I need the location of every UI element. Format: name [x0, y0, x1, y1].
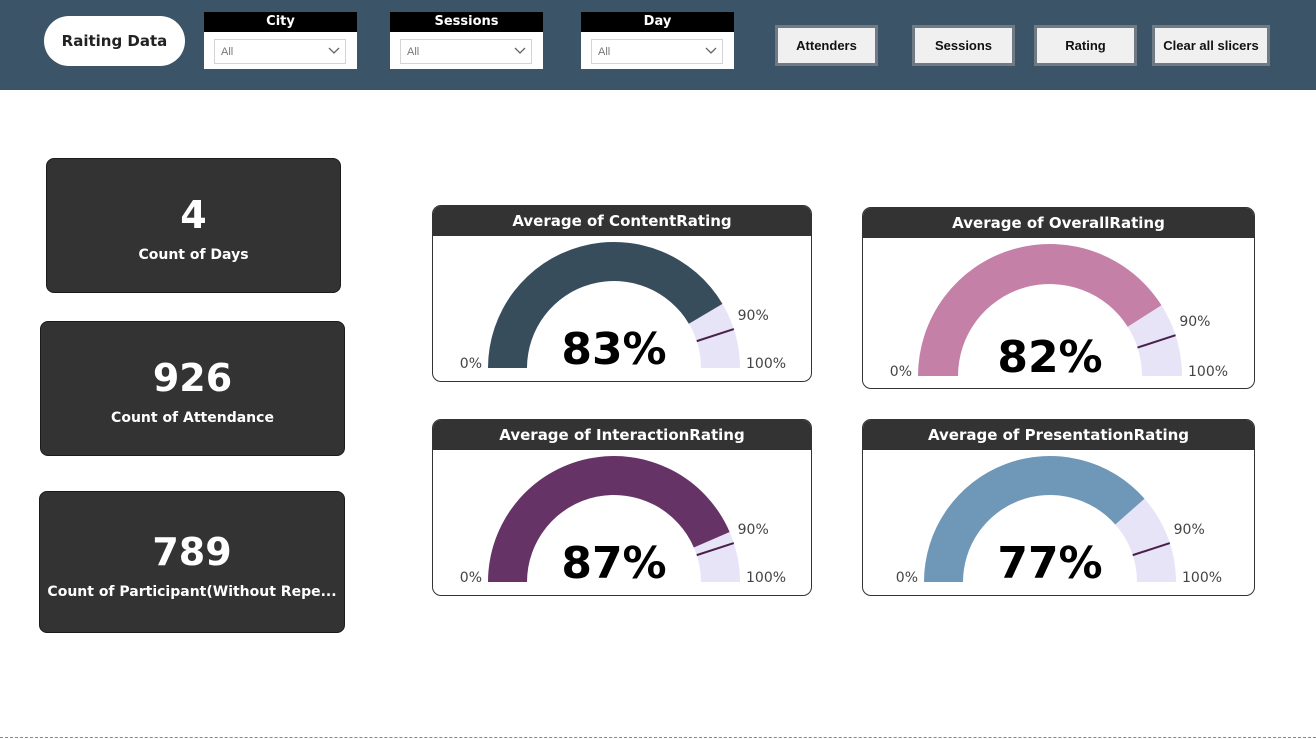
- gauge-target-line: [696, 328, 735, 343]
- gauge-min-label: 0%: [890, 364, 912, 380]
- kpi-label: Count of Days: [138, 247, 249, 263]
- gauge-interaction-rating: Average of InteractionRating 87% 0% 100% 90…: [432, 419, 812, 596]
- sessions-dropdown[interactable]: All: [400, 39, 532, 64]
- gauge-value-label: 87%: [561, 538, 666, 589]
- day-dropdown-value: All: [598, 46, 611, 58]
- day-dropdown[interactable]: All: [591, 39, 723, 64]
- gauge-target-line: [1137, 334, 1176, 349]
- city-dropdown-value: All: [221, 46, 234, 58]
- clear-all-slicers-button[interactable]: Clear all slicers: [1152, 25, 1270, 66]
- gauge-value-arc: [488, 241, 723, 368]
- kpi-value: 4: [180, 193, 207, 237]
- gauge-overall-rating: Average of OverallRating 82% 0% 100% 90%: [862, 207, 1255, 389]
- gauge-value-label: 82%: [997, 332, 1102, 383]
- gauge-value-label: 77%: [997, 538, 1102, 589]
- gauge-min-label: 0%: [460, 570, 482, 586]
- kpi-card-participants: 789 Count of Participant(Without Repe...: [39, 491, 345, 633]
- gauge-min-label: 0%: [460, 356, 482, 372]
- gauge-title: Average of OverallRating: [863, 208, 1254, 238]
- kpi-label: Count of Participant(Without Repe...: [47, 584, 337, 600]
- kpi-label: Count of Attendance: [111, 410, 274, 426]
- gauge-content-rating: Average of ContentRating 83% 0% 100% 90%: [432, 205, 812, 382]
- gauge-target-label: 90%: [1179, 314, 1210, 330]
- gauge-value-arc: [918, 244, 1162, 376]
- gauge-value-label: 83%: [561, 324, 666, 375]
- day-slicer: Day All: [581, 12, 734, 69]
- city-dropdown[interactable]: All: [214, 39, 346, 64]
- gauge-title: Average of InteractionRating: [433, 420, 811, 450]
- gauge-max-label: 100%: [746, 356, 786, 372]
- attenders-button[interactable]: Attenders: [775, 25, 878, 66]
- kpi-value: 789: [152, 530, 232, 574]
- kpi-card-attendance: 926 Count of Attendance: [40, 321, 345, 456]
- sessions-button[interactable]: Sessions: [912, 25, 1015, 66]
- gauge-target-label: 90%: [738, 308, 769, 324]
- gauge-target-line: [696, 542, 735, 557]
- kpi-card-days: 4 Count of Days: [46, 158, 341, 293]
- gauge-max-label: 100%: [1188, 364, 1228, 380]
- gauge-max-label: 100%: [746, 570, 786, 586]
- sessions-dropdown-value: All: [407, 46, 420, 58]
- gauge-value-arc: [488, 455, 730, 582]
- top-header-bar: Raiting Data City All Sessions All Day A…: [0, 0, 1316, 90]
- city-slicer-label: City: [204, 12, 357, 32]
- sessions-slicer: Sessions All: [390, 12, 543, 69]
- chevron-down-icon: [514, 47, 526, 54]
- chevron-down-icon: [328, 47, 340, 54]
- chevron-down-icon: [705, 47, 717, 54]
- kpi-value: 926: [152, 356, 233, 400]
- gauge-target-label: 90%: [738, 522, 769, 538]
- gauge-value-arc: [924, 455, 1145, 582]
- rating-button[interactable]: Rating: [1034, 25, 1137, 66]
- page-title: Raiting Data: [44, 16, 185, 66]
- sessions-slicer-label: Sessions: [390, 12, 543, 32]
- page-border: [0, 737, 1316, 738]
- day-slicer-label: Day: [581, 12, 734, 32]
- gauge-target-line: [1132, 542, 1171, 557]
- city-slicer: City All: [204, 12, 357, 69]
- gauge-title: Average of PresentationRating: [863, 420, 1254, 450]
- gauge-target-label: 90%: [1174, 522, 1205, 538]
- gauge-max-label: 100%: [1182, 570, 1222, 586]
- gauge-presentation-rating: Average of PresentationRating 77% 0% 100% 9…: [862, 419, 1255, 596]
- gauge-min-label: 0%: [896, 570, 918, 586]
- gauge-title: Average of ContentRating: [433, 206, 811, 236]
